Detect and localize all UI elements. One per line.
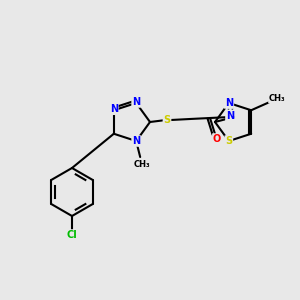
Text: H: H bbox=[226, 103, 233, 112]
Text: CH₃: CH₃ bbox=[269, 94, 286, 103]
Text: O: O bbox=[213, 134, 221, 144]
Text: N: N bbox=[225, 98, 233, 108]
Text: N: N bbox=[132, 97, 140, 107]
Text: S: S bbox=[225, 136, 233, 146]
Text: Cl: Cl bbox=[67, 230, 77, 240]
Text: N: N bbox=[110, 104, 118, 114]
Text: S: S bbox=[164, 115, 171, 125]
Text: CH₃: CH₃ bbox=[134, 160, 151, 169]
Text: N: N bbox=[226, 111, 234, 121]
Text: N: N bbox=[132, 136, 140, 146]
